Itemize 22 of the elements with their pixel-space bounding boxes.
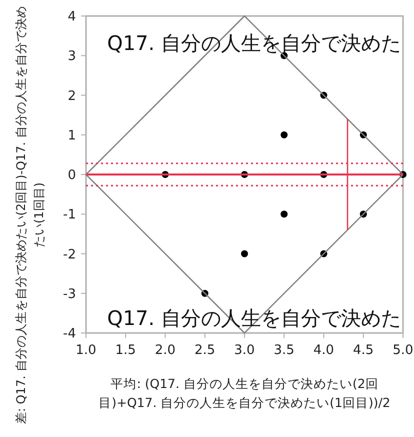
x-tick-label: 4.5: [353, 343, 374, 358]
x-tick-label: 2.0: [154, 343, 176, 358]
y-tick-label: -2: [63, 247, 76, 262]
annotation: Q17. 自分の人生を自分で決めた: [107, 306, 401, 330]
x-tick-label: 5.0: [392, 343, 414, 358]
x-tick-label: 3.0: [234, 343, 255, 358]
x-tick-label: 1.0: [76, 343, 96, 358]
annotation: Q17. 自分の人生を自分で決めた: [107, 31, 401, 55]
x-axis-title: 平均: (Q17. 自分の人生を自分で決めたい(2回目)+Q17. 自分の人生を自分で決めたい(1回目))/2: [98, 375, 392, 412]
y-tick-label: -4: [63, 326, 76, 342]
x-tick-label: 3.5: [274, 343, 294, 358]
y-tick-label: 1: [68, 128, 76, 144]
y-axis-title: 差: Q17. 自分の人生を自分で決めたい(2回目)-Q17. 自分の人生を自分で決めたい(1回目): [13, 5, 47, 425]
y-tick-label: 2: [68, 88, 76, 104]
x-tick-label: 4.0: [313, 343, 334, 358]
y-tick-label: -1: [63, 208, 76, 223]
y-tick-label: 4: [68, 10, 76, 24]
y-tick-label: 0: [68, 168, 76, 183]
y-tick-label: 3: [68, 49, 76, 64]
y-tick-label: -3: [63, 286, 76, 302]
x-tick-label: 2.5: [194, 343, 216, 358]
x-tick-label: 1.5: [115, 343, 136, 358]
